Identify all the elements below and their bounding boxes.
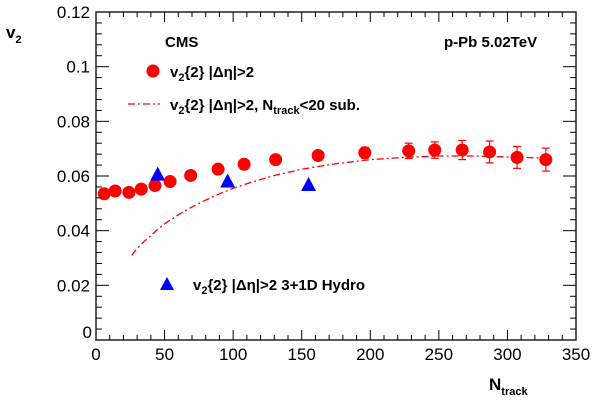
data-point <box>483 145 497 159</box>
data-point <box>237 157 251 171</box>
experiment-label: CMS <box>165 34 198 51</box>
legend: v2{2} |Δη|>2 v2{2} |Δη|>2, Ntrack<20 sub… <box>128 64 365 297</box>
data-point <box>108 184 122 198</box>
tick-labels: 0 50 100 150 200 250 300 350 0 0.02 0.04 0.06 0.08 0.… <box>57 3 590 364</box>
data-point <box>148 179 162 193</box>
system-label: p-Pb 5.02TeV <box>444 34 537 51</box>
legend-entry-subtracted: v2{2} |Δη|>2, Ntrack<20 sub. <box>170 97 360 117</box>
data-point <box>211 162 225 176</box>
x-tick-label: 200 <box>356 345 384 364</box>
data-layer <box>97 139 553 256</box>
y-tick-label: 0.08 <box>57 112 90 131</box>
data-point <box>402 144 416 158</box>
x-tick-label: 300 <box>493 345 521 364</box>
y-tick-label: 0.12 <box>57 3 90 22</box>
x-tick-label: 50 <box>155 345 174 364</box>
legend-marker-triangle <box>160 277 174 290</box>
y-tick-label: 0.02 <box>57 276 90 295</box>
data-point <box>122 185 136 199</box>
x-tick-label: 350 <box>562 345 590 364</box>
legend-entry-data: v2{2} |Δη|>2 <box>170 64 254 84</box>
data-point <box>134 182 148 196</box>
legend-entry-hydro: v2{2} |Δη|>2 3+1D Hydro <box>193 277 365 297</box>
y-tick-label: 0.1 <box>66 58 90 77</box>
y-tick-label: 0 <box>83 323 92 342</box>
axis-ticks <box>95 11 577 341</box>
x-tick-label: 0 <box>91 345 100 364</box>
data-point <box>510 150 524 164</box>
x-tick-label: 250 <box>425 345 453 364</box>
y-tick-label: 0.04 <box>57 222 90 241</box>
x-tick-label: 100 <box>219 345 247 364</box>
data-point <box>97 187 111 201</box>
y-axis-title: v2 <box>6 23 22 46</box>
legend-marker-circle <box>146 64 160 78</box>
data-point <box>539 153 553 167</box>
data-point <box>184 168 198 182</box>
data-point <box>455 143 469 157</box>
data-point <box>311 149 325 162</box>
x-tick-label: 150 <box>288 345 316 364</box>
x-axis-title: Ntrack <box>489 375 528 398</box>
data-point <box>269 153 283 167</box>
y-tick-label: 0.06 <box>57 167 90 186</box>
hydro-point <box>220 173 236 188</box>
data-point <box>358 146 372 160</box>
hydro-point <box>301 177 317 192</box>
hydro-point <box>150 166 166 181</box>
subtracted-curve <box>131 155 549 256</box>
data-point <box>163 174 177 188</box>
data-point <box>428 143 442 157</box>
